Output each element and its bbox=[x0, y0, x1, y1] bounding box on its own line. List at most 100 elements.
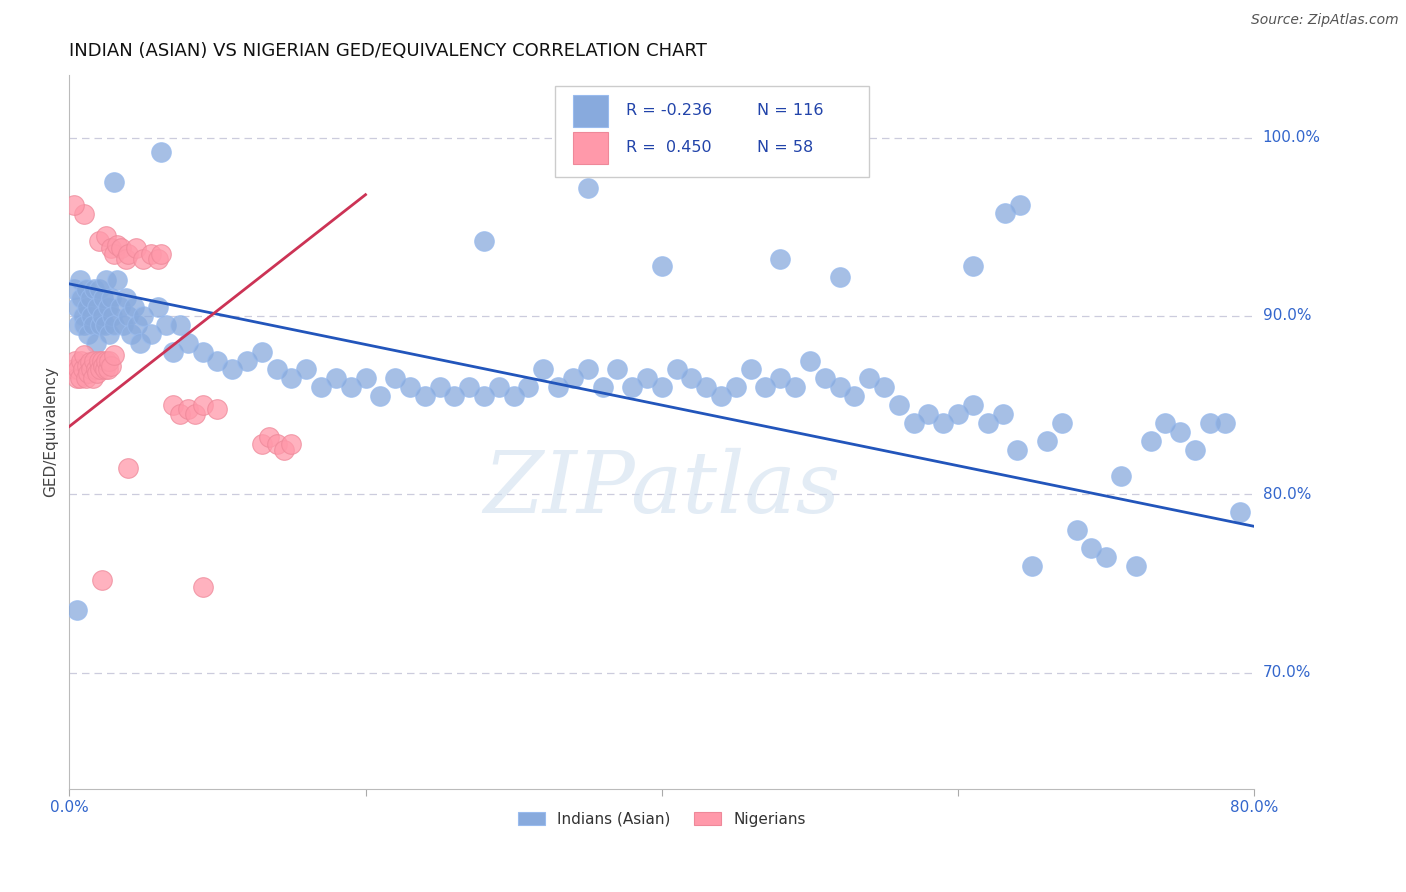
Point bbox=[266, 437, 288, 451]
Point bbox=[887, 398, 910, 412]
Point bbox=[67, 362, 90, 376]
Point bbox=[82, 318, 104, 332]
Point bbox=[62, 198, 84, 212]
Point bbox=[103, 175, 125, 189]
Point bbox=[72, 309, 94, 323]
Point bbox=[1154, 416, 1177, 430]
Point bbox=[266, 362, 288, 376]
Point bbox=[125, 241, 148, 255]
Point bbox=[828, 380, 851, 394]
Point bbox=[87, 234, 110, 248]
Text: R = -0.236: R = -0.236 bbox=[626, 103, 713, 119]
Point bbox=[86, 366, 108, 380]
Point bbox=[83, 282, 105, 296]
Point bbox=[636, 371, 658, 385]
Point bbox=[67, 318, 90, 332]
Point bbox=[962, 398, 984, 412]
Point bbox=[531, 362, 554, 376]
Point bbox=[91, 291, 114, 305]
Point bbox=[576, 362, 599, 376]
Point bbox=[76, 359, 98, 373]
Point bbox=[236, 353, 259, 368]
Point bbox=[325, 371, 347, 385]
Point bbox=[769, 371, 792, 385]
Text: 80.0%: 80.0% bbox=[1263, 487, 1310, 502]
Point bbox=[70, 291, 93, 305]
Point bbox=[458, 380, 481, 394]
Point bbox=[70, 353, 93, 368]
Point bbox=[114, 291, 136, 305]
Point bbox=[1095, 549, 1118, 564]
Point bbox=[105, 237, 128, 252]
Point bbox=[103, 246, 125, 260]
Point bbox=[250, 437, 273, 451]
Point bbox=[280, 437, 302, 451]
Point bbox=[101, 309, 124, 323]
Point bbox=[77, 366, 100, 380]
Point bbox=[100, 241, 122, 255]
Point bbox=[66, 603, 89, 617]
Point bbox=[100, 291, 122, 305]
Point bbox=[1125, 558, 1147, 573]
Point bbox=[108, 300, 131, 314]
Point bbox=[221, 362, 243, 376]
Point bbox=[1036, 434, 1059, 448]
Point bbox=[63, 353, 86, 368]
Point bbox=[84, 335, 107, 350]
Point bbox=[169, 318, 191, 332]
Point bbox=[354, 371, 377, 385]
Point bbox=[75, 371, 97, 385]
Point bbox=[98, 353, 121, 368]
Point bbox=[87, 353, 110, 368]
Point bbox=[370, 389, 392, 403]
Point bbox=[139, 246, 162, 260]
Point bbox=[207, 401, 229, 416]
Legend: Indians (Asian), Nigerians: Indians (Asian), Nigerians bbox=[510, 804, 814, 834]
Point bbox=[139, 326, 162, 341]
Point bbox=[207, 353, 229, 368]
Point bbox=[1007, 442, 1029, 457]
FancyBboxPatch shape bbox=[572, 95, 609, 127]
Point bbox=[76, 300, 98, 314]
Point bbox=[150, 145, 173, 159]
Point bbox=[110, 241, 132, 255]
Text: 70.0%: 70.0% bbox=[1263, 665, 1310, 680]
Point bbox=[976, 416, 998, 430]
Point bbox=[399, 380, 422, 394]
Point bbox=[1066, 523, 1088, 537]
Point bbox=[1010, 198, 1032, 212]
Point bbox=[100, 359, 122, 373]
Point bbox=[710, 389, 733, 403]
Point bbox=[517, 380, 540, 394]
Point bbox=[1050, 416, 1073, 430]
Point bbox=[73, 348, 96, 362]
Point bbox=[844, 389, 866, 403]
Point bbox=[103, 318, 125, 332]
Point bbox=[132, 309, 155, 323]
Point bbox=[80, 309, 103, 323]
Point bbox=[785, 380, 807, 394]
Y-axis label: GED/Equivalency: GED/Equivalency bbox=[44, 367, 58, 498]
Point bbox=[150, 246, 173, 260]
Point bbox=[162, 344, 184, 359]
Point bbox=[132, 252, 155, 266]
Point bbox=[90, 309, 112, 323]
Point bbox=[127, 318, 149, 332]
Point bbox=[117, 246, 139, 260]
Text: N = 58: N = 58 bbox=[756, 140, 813, 155]
Point bbox=[191, 398, 214, 412]
Point bbox=[621, 380, 644, 394]
FancyBboxPatch shape bbox=[572, 132, 609, 164]
Point bbox=[502, 389, 524, 403]
Text: 100.0%: 100.0% bbox=[1263, 130, 1320, 145]
Point bbox=[309, 380, 332, 394]
Point bbox=[1109, 469, 1132, 483]
Point bbox=[257, 430, 280, 444]
Point bbox=[932, 416, 955, 430]
Point bbox=[80, 362, 103, 376]
Point bbox=[103, 348, 125, 362]
Text: 90.0%: 90.0% bbox=[1263, 309, 1312, 324]
Point bbox=[799, 353, 821, 368]
Point bbox=[1213, 416, 1236, 430]
Point bbox=[177, 401, 200, 416]
